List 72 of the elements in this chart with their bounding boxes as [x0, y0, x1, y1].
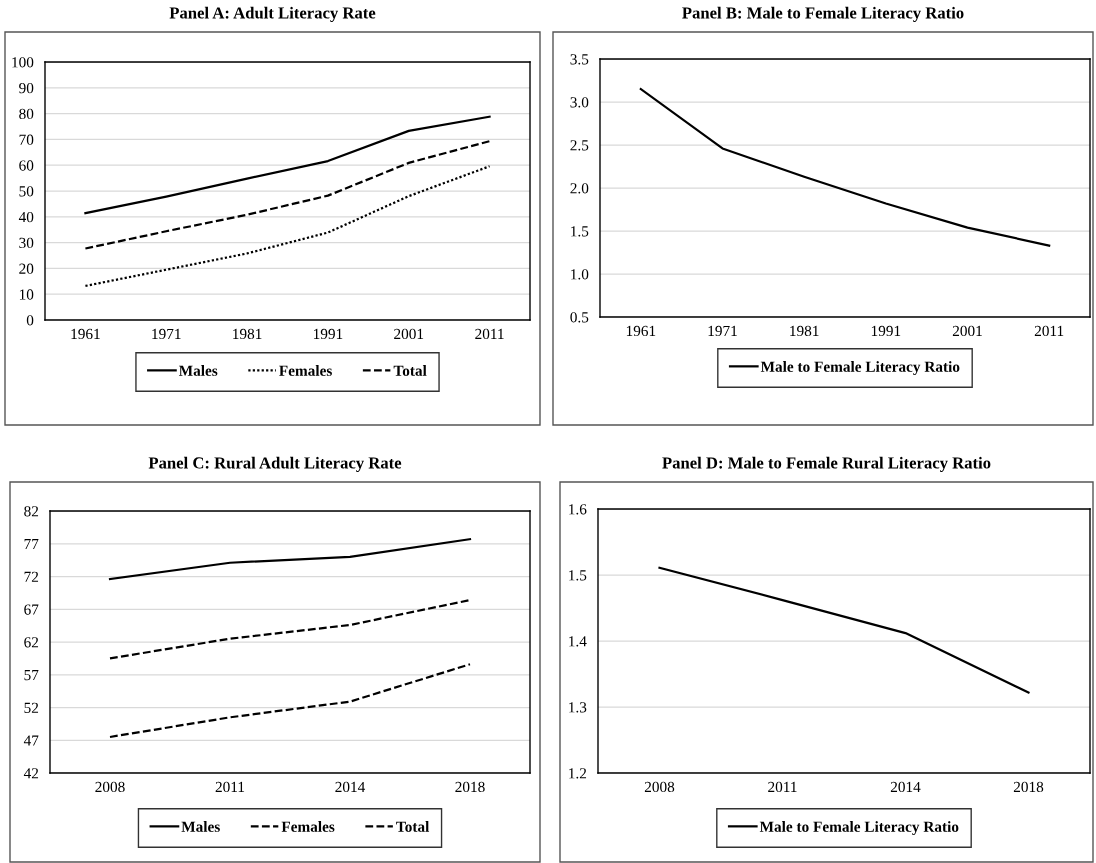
x-tick-label: 1961 [71, 328, 100, 340]
legend-label: Females [279, 365, 332, 376]
y-tick-label: 30 [19, 237, 34, 249]
y-tick-label: 0.5 [570, 312, 589, 323]
legend-label: Males [181, 821, 220, 832]
y-tick-label: 0 [26, 315, 34, 326]
y-tick-label: 47 [23, 735, 39, 746]
y-tick-label: 67 [24, 604, 39, 615]
legend-label: Male to Female Literacy Ratio [759, 821, 959, 835]
line-series [108, 663, 472, 739]
line-series [84, 140, 491, 250]
y-tick-label: 57 [24, 670, 39, 681]
y-tick-label: 82 [24, 506, 39, 517]
chart-title: Panel B: Male to Female Literacy Ratio [682, 6, 964, 22]
x-tick-label: 1991 [871, 325, 901, 337]
line-series [658, 566, 1030, 694]
x-tick-label: 2011 [1034, 325, 1064, 337]
x-tick-label: 2011 [475, 328, 504, 340]
legend-label: Males [178, 365, 218, 376]
y-tick-label: 72 [24, 571, 39, 582]
y-tick-label: 1.5 [571, 226, 589, 237]
x-tick-label: 2011 [768, 781, 797, 793]
y-tick-label: 100 [12, 57, 34, 68]
y-tick-label: 70 [19, 134, 34, 145]
x-tick-label: 2014 [335, 781, 366, 793]
line-series [108, 538, 472, 581]
x-tick-label: 2001 [952, 325, 982, 337]
y-tick-label: 50 [19, 186, 34, 197]
line-series [84, 115, 491, 215]
y-tick-label: 1.6 [569, 504, 587, 515]
x-tick-label: 1961 [626, 325, 656, 337]
y-tick-label: 40 [18, 211, 34, 223]
y-tick-label: 2.5 [570, 140, 589, 151]
y-tick-label: 1.2 [569, 768, 587, 779]
x-tick-label: 2008 [644, 781, 675, 793]
line-series [108, 598, 472, 660]
y-tick-label: 60 [19, 160, 34, 171]
legend-label: Total [393, 365, 427, 376]
y-tick-label: 3.5 [570, 54, 589, 65]
chart-title: Panel D: Male to Female Rural Literacy Ratio [662, 456, 991, 472]
chart-title: Panel C: Rural Adult Literacy Rate [148, 456, 402, 472]
x-tick-label: 1991 [313, 328, 343, 340]
chart-title: Panel A: Adult Literacy Rate [169, 6, 376, 22]
y-tick-label: 1.3 [569, 702, 587, 713]
y-tick-label: 77 [24, 539, 39, 550]
y-tick-label: 90 [19, 82, 34, 94]
x-tick-label: 1981 [790, 325, 819, 337]
y-tick-label: 20 [19, 263, 34, 274]
x-tick-label: 1971 [152, 328, 181, 340]
y-tick-label: 62 [24, 637, 39, 648]
x-tick-label: 2018 [455, 781, 485, 793]
x-tick-label: 2001 [394, 328, 424, 340]
y-tick-label: 3.0 [570, 97, 589, 108]
x-tick-label: 1971 [708, 325, 737, 337]
y-tick-label: 1.0 [571, 269, 589, 280]
legend-label: Total [396, 821, 430, 832]
x-tick-label: 1981 [233, 328, 262, 340]
legend-label: Male to Female Literacy Ratio [760, 361, 960, 375]
y-tick-label: 52 [24, 702, 39, 713]
x-tick-label: 2011 [215, 781, 245, 793]
x-tick-label: 2018 [1013, 781, 1044, 793]
y-tick-label: 10 [19, 289, 34, 300]
x-tick-label: 2014 [890, 781, 921, 793]
legend-label: Females [281, 821, 335, 832]
y-tick-label: 1.5 [569, 570, 587, 581]
y-tick-label: 2.0 [570, 183, 589, 194]
y-tick-label: 42 [23, 768, 39, 779]
y-tick-label: 1.4 [569, 636, 587, 647]
line-series [84, 165, 491, 288]
line-series [639, 87, 1051, 247]
x-tick-label: 2008 [95, 781, 125, 793]
y-tick-label: 80 [19, 108, 34, 120]
